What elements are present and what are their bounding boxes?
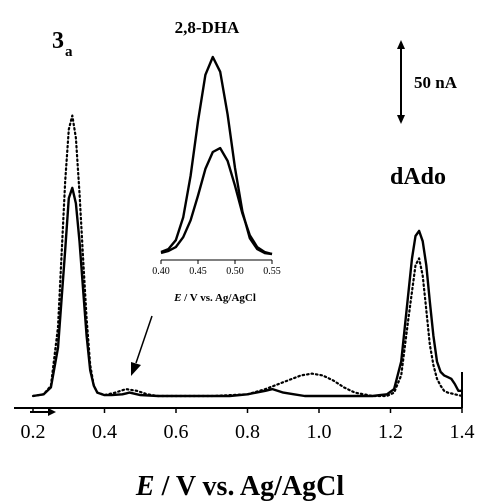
inset-x-tick-label: 0.45 (189, 266, 207, 277)
series-line-dotted (31, 114, 464, 398)
series-layer (31, 114, 464, 398)
x-tick-label: 0.8 (235, 421, 260, 443)
inset-x-tick-label: 0.40 (152, 266, 170, 277)
inset-x-axis-title-italic: E (173, 292, 181, 304)
main-plot: 0.2 0.4 0.6 0.8 1.0 1.2 1.4 E / V vs. Ag/AgCl … (14, 28, 475, 502)
x-tick-label: 0.4 (92, 421, 117, 443)
x-tick-label: 1.2 (378, 421, 403, 443)
inset-title: 2,8-DHA (175, 18, 240, 37)
x-axis-ticks: 0.2 0.4 0.6 0.8 1.0 1.2 1.4 (21, 408, 475, 443)
inset-plot: 2,8-DHA 0.40 0.45 0.50 0.55 E / V vs. Ag/Ag… (152, 18, 281, 304)
x-tick-label: 0.6 (164, 421, 189, 443)
x-tick-label: 0.2 (21, 421, 46, 443)
inset-series-line (160, 55, 273, 256)
inset-x-axis-ticks: 0.40 0.45 0.50 0.55 (152, 260, 281, 277)
inset-x-tick-label: 0.55 (263, 266, 281, 277)
x-tick-label: 1.4 (450, 421, 475, 443)
series-line-solid (32, 186, 462, 398)
inset-series-line (160, 146, 273, 256)
scan-direction-arrow (30, 408, 56, 416)
scale-bar: 50 nA (397, 40, 458, 124)
x-axis-title-rest: / V vs. Ag/AgCl (155, 471, 345, 502)
peak-label-3a-main: 3 (52, 28, 64, 54)
inset-x-axis-title-rest: / V vs. Ag/AgCl (181, 292, 255, 304)
peak-label-3a-sub: a (65, 44, 73, 60)
inset-pointer-arrow (131, 315, 153, 376)
inset-x-axis-title: E / V vs. Ag/AgCl (173, 292, 256, 304)
inset-series-layer (160, 55, 273, 256)
inset-x-tick-label: 0.50 (226, 266, 244, 277)
x-axis-title-italic: E (135, 471, 155, 502)
x-tick-label: 1.0 (307, 421, 332, 443)
peak-label-3a: 3a (52, 28, 73, 60)
x-axis-title: E / V vs. Ag/AgCl (135, 471, 344, 502)
scale-bar-label: 50 nA (414, 73, 458, 92)
peak-label-dado: dAdo (390, 164, 446, 190)
